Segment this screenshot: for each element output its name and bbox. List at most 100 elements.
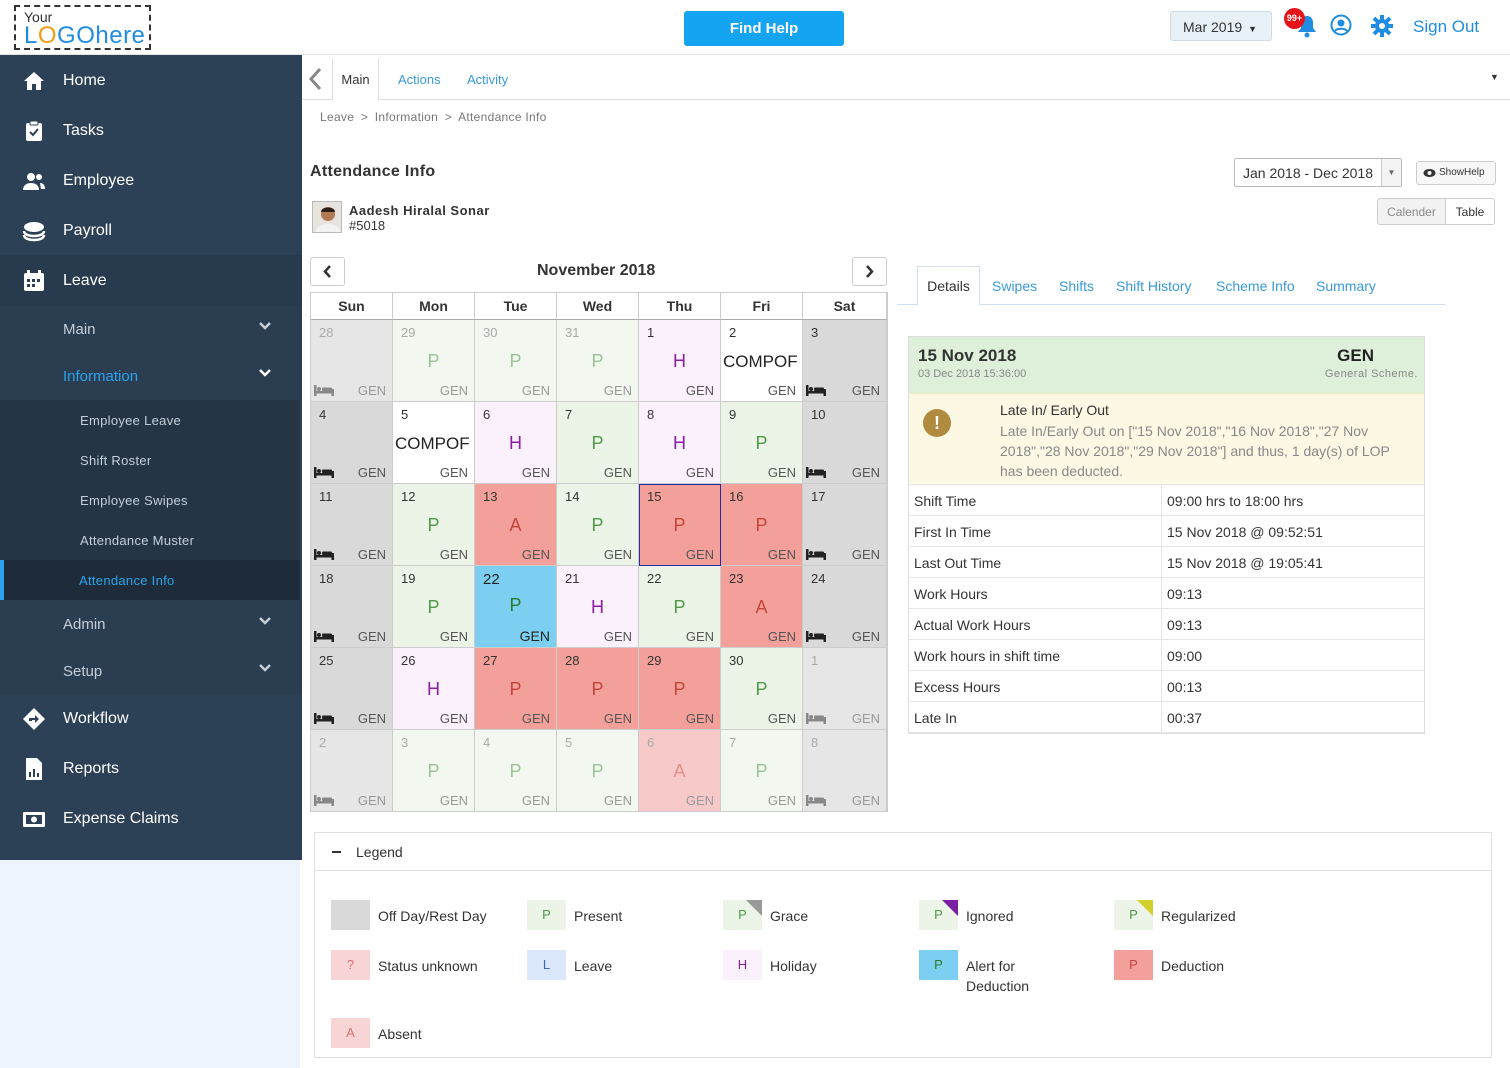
back-chevron-icon[interactable] [306, 65, 326, 93]
tab-actions[interactable]: Actions [398, 72, 441, 87]
sidebar-item-leave[interactable]: Leave [0, 255, 302, 305]
user-icon[interactable] [1330, 14, 1352, 36]
calendar-day-cell[interactable]: 4 P GEN [475, 730, 557, 812]
calendar-day-cell[interactable]: 3 P GEN [393, 730, 475, 812]
tab-main[interactable]: Main [332, 58, 379, 101]
calendar-day-cell[interactable]: 25 GEN [311, 648, 393, 730]
day-number: 9 [729, 407, 737, 422]
calendar-day-cell[interactable]: 19 P GEN [393, 566, 475, 648]
calendar-day-cell[interactable]: 9 P GEN [721, 402, 803, 484]
calendar-day-cell[interactable]: 29 P GEN [393, 320, 475, 402]
sidebar-item-information[interactable]: Information [0, 352, 302, 399]
calendar-day-cell[interactable]: 6 A GEN [639, 730, 721, 812]
find-help-button[interactable]: Find Help [684, 11, 844, 46]
sidebar-item-employee-swipes[interactable]: Employee Swipes [0, 480, 300, 520]
calendar-day-cell[interactable]: 23 A GEN [721, 566, 803, 648]
collapse-icon [332, 851, 341, 853]
calendar-day-cell[interactable]: 17 GEN [803, 484, 887, 566]
day-shift: GEN [521, 465, 550, 480]
month-selector[interactable]: Mar 2019 ▼ [1170, 11, 1272, 41]
sidebar-item-workflow[interactable]: Workflow [0, 693, 302, 743]
gear-icon[interactable] [1370, 14, 1394, 38]
calendar-day-cell[interactable]: 2 COMPOF GEN [721, 320, 803, 402]
calendar-day-cell[interactable]: 18 GEN [311, 566, 393, 648]
calendar-day-cell[interactable]: 22 P GEN [475, 566, 557, 648]
calendar-day-cell[interactable]: 13 A GEN [475, 484, 557, 566]
tab-activity[interactable]: Activity [467, 72, 509, 87]
sidebar-item-employee-leave[interactable]: Employee Leave [0, 400, 300, 440]
tab-scheme-info[interactable]: Scheme Info [1216, 278, 1295, 294]
sidebar-item-employee[interactable]: Employee [0, 155, 302, 205]
sign-out-link[interactable]: Sign Out [1413, 17, 1480, 36]
day-shift: GEN [439, 547, 468, 562]
bed-icon [314, 467, 334, 478]
logo[interactable]: Your LOGOhere [14, 5, 151, 50]
details-row-value: 15 Nov 2018 @ 09:52:51 [1167, 524, 1323, 540]
calendar-day-cell[interactable]: 10 GEN [803, 402, 887, 484]
tabs-bar [302, 58, 1510, 100]
sidebar-item-reports[interactable]: Reports [0, 743, 302, 793]
bed-icon [314, 385, 334, 396]
sidebar-item-setup[interactable]: Setup [0, 647, 302, 694]
breadcrumb-information[interactable]: Information [374, 110, 439, 124]
calendar-day-cell[interactable]: 21 H GEN [557, 566, 639, 648]
calendar-day-cell[interactable]: 6 H GEN [475, 402, 557, 484]
calendar-day-cell[interactable]: 1 H GEN [639, 320, 721, 402]
sidebar-item-expense-claims[interactable]: Expense Claims [0, 793, 302, 843]
calendar-day-cell[interactable]: 28 GEN [311, 320, 393, 402]
calendar-day-cell[interactable]: 5 COMPOF GEN [393, 402, 475, 484]
calendar-day-cell[interactable]: 8 H GEN [639, 402, 721, 484]
tab-summary[interactable]: Summary [1316, 278, 1376, 294]
breadcrumb-leave[interactable]: Leave [320, 110, 355, 124]
sidebar-item-attendance-muster[interactable]: Attendance Muster [0, 520, 300, 560]
details-row-divider [1161, 578, 1162, 608]
date-range-select[interactable]: Jan 2018 - Dec 2018 ▼ [1234, 158, 1402, 187]
calendar-day-cell[interactable]: 26 H GEN [393, 648, 475, 730]
calendar-day-cell[interactable]: 24 GEN [803, 566, 887, 648]
calendar-day-cell[interactable]: 22 P GEN [639, 566, 721, 648]
day-number: 16 [729, 489, 744, 504]
calendar-day-cell[interactable]: 2 GEN [311, 730, 393, 812]
caret-down-icon[interactable]: ▼ [1490, 72, 1499, 82]
sidebar-item-shift-roster[interactable]: Shift Roster [0, 440, 300, 480]
calendar-day-cell[interactable]: 27 P GEN [475, 648, 557, 730]
calendar-day-cell[interactable]: 14 P GEN [557, 484, 639, 566]
calendar-day-cell[interactable]: 15 P GEN [639, 484, 721, 566]
calendar-day-cell[interactable]: 29 P GEN [639, 648, 721, 730]
sidebar-item-home[interactable]: Home [0, 55, 302, 105]
calendar-day-cell[interactable]: 7 P GEN [721, 730, 803, 812]
sidebar-item-admin[interactable]: Admin [0, 600, 302, 647]
prev-month-button[interactable] [310, 257, 345, 286]
tab-details[interactable]: Details [917, 266, 980, 306]
tab-swipes[interactable]: Swipes [992, 278, 1038, 294]
calendar-day-cell[interactable]: 12 P GEN [393, 484, 475, 566]
show-help-button[interactable]: ShowHelp [1416, 161, 1496, 185]
tab-shifts[interactable]: Shifts [1059, 278, 1095, 294]
day-status: P [755, 515, 768, 535]
calendar-day-cell[interactable]: 5 P GEN [557, 730, 639, 812]
legend-header[interactable]: Legend [315, 833, 1491, 871]
day-number: 4 [483, 735, 491, 750]
calendar-view-button[interactable]: Calender [1377, 198, 1446, 225]
breadcrumb: Leave > Information > Attendance Info [320, 110, 547, 124]
calendar-day-cell[interactable]: 28 P GEN [557, 648, 639, 730]
next-month-button[interactable] [852, 257, 887, 286]
table-view-button[interactable]: Table [1446, 198, 1495, 225]
calendar-day-cell[interactable]: 31 P GEN [557, 320, 639, 402]
details-row-label: First In Time [914, 524, 992, 540]
calendar-day-cell[interactable]: 11 GEN [311, 484, 393, 566]
calendar-day-cell[interactable]: 30 P GEN [721, 648, 803, 730]
sidebar-item-main[interactable]: Main [0, 305, 302, 352]
calendar-day-cell[interactable]: 7 P GEN [557, 402, 639, 484]
day-shift: GEN [357, 465, 386, 480]
calendar-day-cell[interactable]: 3 GEN [803, 320, 887, 402]
sidebar-item-tasks[interactable]: Tasks [0, 105, 302, 155]
sidebar-item-payroll[interactable]: Payroll [0, 205, 302, 255]
calendar-day-cell[interactable]: 30 P GEN [475, 320, 557, 402]
calendar-day-cell[interactable]: 4 GEN [311, 402, 393, 484]
calendar-day-cell[interactable]: 16 P GEN [721, 484, 803, 566]
calendar-day-cell[interactable]: 8 GEN [803, 730, 887, 812]
calendar-day-cell[interactable]: 1 GEN [803, 648, 887, 730]
tab-shift-history[interactable]: Shift History [1116, 278, 1192, 294]
sidebar-item-attendance-info[interactable]: Attendance Info [0, 560, 300, 600]
